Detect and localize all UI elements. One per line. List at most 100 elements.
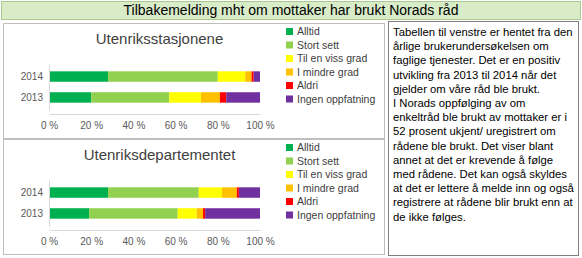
bar-segment [49, 92, 91, 102]
x-tick: 20 % [80, 114, 103, 131]
legend-swatch [286, 96, 293, 103]
legend-label: Aldri [297, 79, 318, 91]
legend-label: Alltid [297, 141, 320, 153]
y-tick: 2013 [21, 208, 49, 219]
legend-label: I mindre grad [297, 182, 359, 194]
bar-segment [237, 187, 239, 197]
y-tick: 2014 [21, 187, 49, 198]
x-tick: 60 % [165, 230, 188, 247]
y-axis-line [49, 65, 50, 111]
legend-entry: Til en viss grad [286, 52, 367, 64]
paragraph: Tabellen til venstre er hentet fra den å… [393, 25, 574, 96]
bar-segment [49, 187, 108, 197]
chart: Utenriksdepartementet0 %20 %40 %60 %80 %… [4, 140, 384, 254]
x-tick-label: 100 % [246, 120, 274, 131]
x-tick: 100 % [246, 114, 274, 131]
legend-label: Til en viss grad [297, 168, 367, 180]
y-tick: 2014 [21, 71, 49, 82]
y-tick-label: 2013 [21, 208, 44, 219]
bar-segment [169, 92, 201, 102]
bar-segment [245, 71, 251, 81]
legend: Alltid Stort settTil en viss grad I mindre… [286, 25, 375, 105]
bars [49, 187, 260, 218]
chart-box: Utenriksstasjonene 0 % 20 % 40 % 60 % 80 % 100… [3, 23, 385, 139]
legend-swatch [286, 82, 293, 89]
bar-segment [91, 92, 169, 102]
x-tick-label: 20 % [80, 120, 103, 131]
legend-swatch [286, 69, 293, 76]
bar-segment [203, 208, 205, 218]
legend-entry: Stort sett [286, 39, 339, 51]
y-tick-label: 2014 [21, 71, 44, 82]
bar-segment [199, 187, 222, 197]
bar-segment [108, 187, 199, 197]
bar-segment [178, 208, 197, 218]
y-axis: 2014 2013 [21, 65, 50, 111]
bar-segment [222, 187, 237, 197]
legend-entry: Til en viss grad [286, 168, 367, 180]
legend-swatch [286, 185, 293, 192]
x-tick: 40 % [123, 114, 146, 131]
legend-label: I mindre grad [297, 66, 359, 78]
x-axis: 0 % 20 % 40 % 60 % 80 % 100 % [41, 114, 275, 131]
chart: Utenriksstasjonene 0 % 20 % 40 % 60 % 80 % 100… [4, 24, 384, 138]
bar-segment [89, 208, 178, 218]
legend-entry: Stort sett [286, 155, 339, 167]
x-tick-label: 80 % [207, 120, 230, 131]
x-tick: 100 % [246, 230, 274, 247]
bar-segment [254, 71, 260, 81]
chart-box: Utenriksdepartementet0 %20 %40 %60 %80 %… [3, 139, 385, 255]
chart-title: Utenriksdepartementet [84, 146, 237, 163]
x-tick: 0 % [41, 114, 58, 131]
legend-entry: I mindre grad [286, 66, 359, 78]
x-tick-label: 100 % [246, 236, 274, 247]
header-title: Tilbakemelding mht om mottaker har brukt… [1, 1, 581, 20]
legend-swatch [286, 144, 293, 151]
legend-entry: Aldri [286, 195, 318, 207]
x-axis-line [50, 230, 261, 231]
x-axis: 0 %20 %40 %60 %80 %100 % [41, 230, 275, 247]
legend-label: Ingen oppfatning [297, 93, 375, 105]
bar-segment [49, 71, 108, 81]
legend-entry: Aldri [286, 79, 318, 91]
bar-segment [197, 208, 203, 218]
x-tick-label: 0 % [41, 236, 58, 247]
legend-swatch [286, 212, 293, 219]
bar-segment [252, 71, 254, 81]
bar-segment [218, 71, 245, 81]
legend-swatch [286, 55, 293, 62]
bar-segment [226, 92, 260, 102]
legend-swatch [286, 171, 293, 178]
x-tick-label: 60 % [165, 120, 188, 131]
x-axis-line [50, 114, 261, 115]
text-box: Tabellen til venstre er hentet fra den å… [388, 21, 579, 256]
legend-swatch [286, 42, 293, 49]
legend-swatch [286, 198, 293, 205]
legend-entry: I mindre grad [286, 182, 359, 194]
y-tick: 2013 [21, 92, 49, 103]
bar-segment [201, 92, 220, 102]
bar-segment [49, 208, 89, 218]
x-tick: 60 % [165, 114, 188, 131]
legend-label: Aldri [297, 195, 318, 207]
chart-title: Utenriksstasjonene [96, 30, 224, 47]
bar-segment [220, 92, 226, 102]
x-tick: 80 % [207, 230, 230, 247]
y-axis: 2014 2013 [21, 181, 50, 227]
y-tick-label: 2013 [21, 92, 44, 103]
legend-label: Stort sett [297, 155, 339, 167]
bar-segment [205, 208, 260, 218]
legend-entry: Ingen oppfatning [286, 93, 375, 105]
legend-entry: Ingen oppfatning [286, 209, 375, 221]
bar-segment [239, 187, 260, 197]
bars [49, 71, 260, 102]
legend-swatch [286, 28, 293, 35]
x-tick-label: 0 % [41, 120, 58, 131]
legend-swatch [286, 158, 293, 165]
legend-label: Alltid [297, 25, 320, 37]
legend-label: Ingen oppfatning [297, 209, 375, 221]
legend-entry: Alltid [286, 25, 320, 37]
y-axis-line [49, 181, 50, 227]
paragraph: I Norads oppfølging av om enkeltråd ble … [393, 96, 574, 224]
x-tick: 20 % [80, 230, 103, 247]
